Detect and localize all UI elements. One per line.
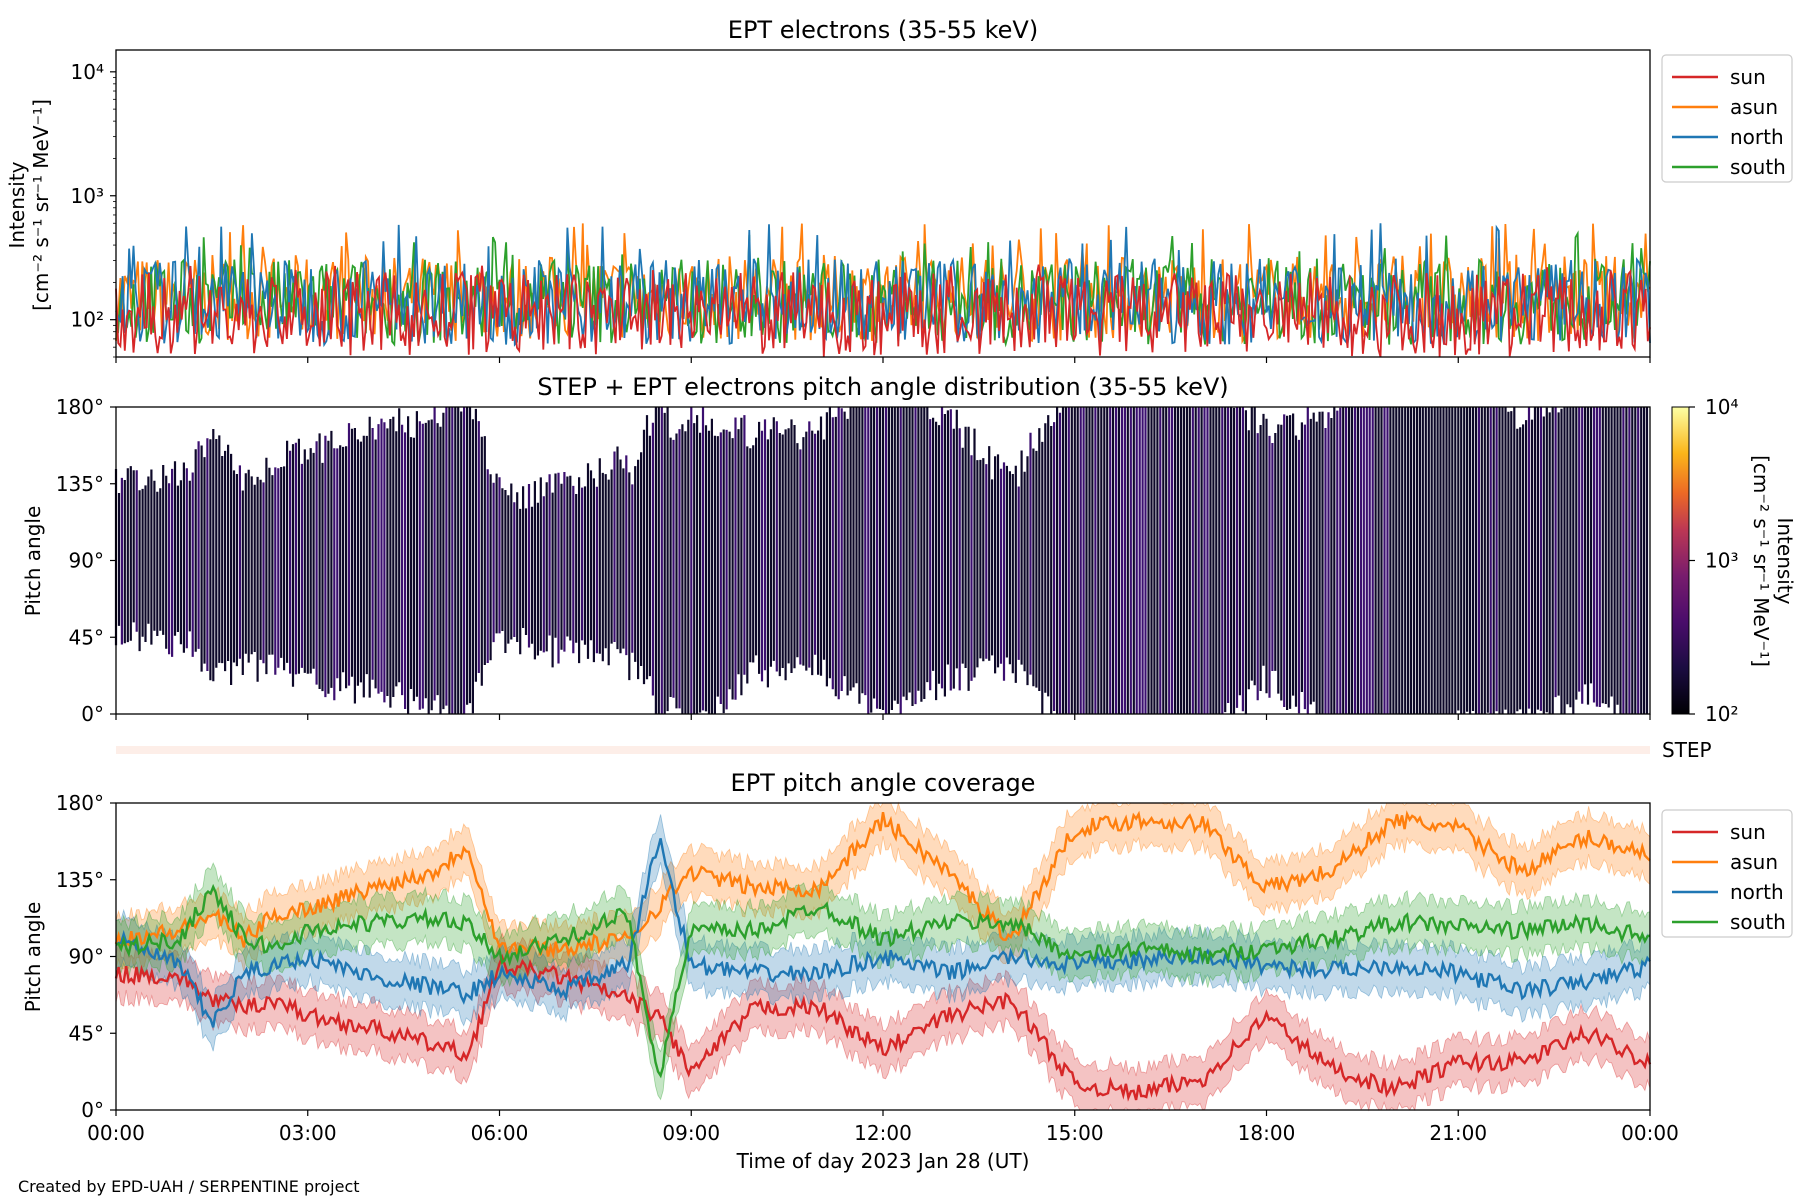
legend-label-north: north — [1730, 880, 1784, 904]
y-tick-label: 10⁴ — [71, 60, 104, 84]
legend-label-south: south — [1730, 155, 1786, 179]
y-tick-label: 180° — [56, 791, 104, 815]
x-tick-label: 21:00 — [1429, 1121, 1487, 1145]
legend-label-sun: sun — [1730, 820, 1766, 844]
panel1-ylabel-line1: Intensity — [5, 161, 29, 248]
x-tick-label: 15:00 — [1046, 1121, 1104, 1145]
colorbar-label-line1: Intensity — [1773, 517, 1797, 604]
coverage-line-north — [115, 838, 1651, 1028]
panel3-x-ticks: 00:00 03:00 06:00 09:00 12:00 15:00 18:00 21:00… — [87, 1110, 1679, 1145]
coverage-lines — [114, 810, 1652, 1102]
panel2-x-ticks — [115, 714, 1651, 720]
panel1-title: EPT electrons (35-55 keV) — [728, 16, 1038, 44]
colorbar-tick-label: 10³ — [1705, 549, 1738, 573]
y-tick-label: 45° — [69, 625, 104, 649]
x-axis-label: Time of day 2023 Jan 28 (UT) — [736, 1149, 1030, 1173]
legend-box — [1661, 809, 1793, 938]
panel1-y-ticks: 10² 10³ 10⁴ — [71, 60, 116, 358]
legend-label-asun: asun — [1730, 95, 1778, 119]
colorbar-ticks: 10² 10³ 10⁴ — [1689, 395, 1738, 726]
x-tick-label: 06:00 — [471, 1121, 529, 1145]
x-tick-label: 03:00 — [279, 1121, 337, 1145]
x-tick-label: 09:00 — [662, 1121, 720, 1145]
series-line-sun — [115, 264, 1651, 358]
x-tick-label: 12:00 — [854, 1121, 912, 1145]
panel3-ylabel: Pitch angle — [21, 902, 45, 1013]
coverage-line-sun — [114, 953, 1652, 1102]
coverage-line-asun — [114, 810, 1651, 960]
legend-box — [1661, 54, 1793, 183]
y-tick-label: 180° — [56, 395, 104, 419]
y-tick-label: 0° — [81, 702, 104, 726]
panel-intensity: EPT electrons (35-55 keV) 10² 10³ 10⁴ Inte… — [5, 16, 1793, 363]
y-tick-label: 135° — [56, 472, 104, 496]
panel2-title: STEP + EPT electrons pitch angle distrib… — [537, 373, 1228, 401]
legend-label-asun: asun — [1730, 850, 1778, 874]
panel1-x-ticks — [115, 357, 1651, 363]
panel2-ylabel: Pitch angle — [21, 506, 45, 617]
colorbar-tick-label: 10² — [1705, 702, 1738, 726]
colorbar-label-line2: [cm⁻² s⁻¹ sr⁻¹ MeV⁻¹] — [1749, 455, 1773, 667]
panel-pitch-distribution: STEP + EPT electrons pitch angle distrib… — [21, 373, 1797, 726]
credit-text: Created by EPD-UAH / SERPENTINE project — [18, 1177, 360, 1196]
panel-pitch-coverage: EPT pitch angle coverage 0° 45° 90° 135° 180… — [21, 769, 1793, 1173]
panel1-ylabel-line2: [cm⁻² s⁻¹ sr⁻¹ MeV⁻¹] — [29, 99, 53, 311]
intensity-series-lines — [115, 223, 1651, 358]
x-tick-label: 00:00 — [87, 1121, 145, 1145]
series-line-south — [115, 230, 1651, 348]
y-tick-label: 135° — [56, 868, 104, 892]
y-tick-label: 0° — [81, 1098, 104, 1122]
x-tick-label: 18:00 — [1238, 1121, 1296, 1145]
panel3-legend: sun asun north south — [1661, 809, 1793, 938]
y-tick-label: 10² — [71, 308, 104, 332]
coverage-line-south — [115, 883, 1651, 1079]
coverage-bands — [115, 801, 1651, 1112]
x-tick-label: 00:00 — [1621, 1121, 1679, 1145]
series-line-north — [115, 223, 1651, 348]
step-coverage-strip — [116, 746, 1650, 754]
colorbar — [1671, 406, 1690, 715]
panel3-title: EPT pitch angle coverage — [731, 769, 1036, 797]
panel1-legend: sun asun north south — [1661, 54, 1793, 183]
pitch-angle-heatmap — [114, 407, 1649, 714]
panel2-y-ticks: 0° 45° 90° 135° 180° — [56, 395, 116, 726]
legend-label-north: north — [1730, 125, 1784, 149]
y-tick-label: 90° — [69, 945, 104, 969]
panel3-y-ticks: 0° 45° 90° 135° 180° — [56, 791, 116, 1122]
colorbar-tick-label: 10⁴ — [1705, 395, 1738, 419]
y-tick-label: 45° — [69, 1021, 104, 1045]
legend-label-south: south — [1730, 910, 1786, 934]
legend-label-sun: sun — [1730, 65, 1766, 89]
y-tick-label: 90° — [69, 549, 104, 573]
step-label: STEP — [1662, 738, 1712, 762]
y-tick-label: 10³ — [71, 184, 104, 208]
